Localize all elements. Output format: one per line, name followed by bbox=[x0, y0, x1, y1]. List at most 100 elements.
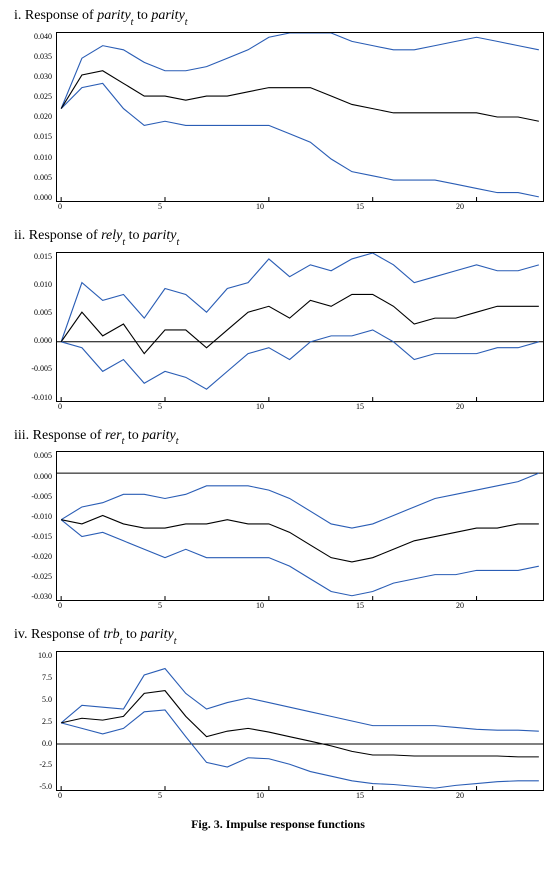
panel-title: ii. Response of relyt to parityt bbox=[14, 228, 544, 246]
y-tick-label: 0.005 bbox=[34, 308, 52, 317]
panel-title: iv. Response of trbt to parityt bbox=[14, 627, 544, 645]
shock-var: parity bbox=[142, 428, 175, 443]
y-tick-label: -0.005 bbox=[31, 364, 52, 373]
response-var: trb bbox=[103, 627, 119, 642]
y-tick-label: 0.020 bbox=[34, 112, 52, 121]
y-tick-label: -0.025 bbox=[31, 572, 52, 581]
x-tick-label: 20 bbox=[456, 202, 464, 211]
y-tick-label: 0.015 bbox=[34, 132, 52, 141]
x-tick-label: 15 bbox=[356, 402, 364, 411]
response-var: parity bbox=[97, 8, 130, 23]
upper-band-line bbox=[61, 33, 539, 109]
y-tick-label: 0.010 bbox=[34, 280, 52, 289]
lower-band-line bbox=[61, 83, 539, 196]
upper-band-line bbox=[61, 474, 539, 529]
y-tick-label: 10.0 bbox=[38, 651, 52, 660]
x-tick-label: 0 bbox=[58, 791, 62, 800]
x-tick-label: 20 bbox=[456, 402, 464, 411]
subscript-t: t bbox=[174, 636, 177, 647]
y-tick-label: 0.000 bbox=[34, 472, 52, 481]
panel-p4: iv. Response of trbt to parityt10.07.55.… bbox=[12, 627, 544, 803]
title-prefix: iv. Response of bbox=[14, 627, 103, 642]
y-tick-label: -0.030 bbox=[31, 592, 52, 601]
plot-area bbox=[56, 451, 544, 601]
title-prefix: i. Response of bbox=[14, 8, 97, 23]
panel-p1: i. Response of parityt to parityt0.0400.… bbox=[12, 8, 544, 214]
y-tick-label: 0.010 bbox=[34, 153, 52, 162]
subscript-t: t bbox=[122, 436, 125, 447]
x-tick-label: 15 bbox=[356, 791, 364, 800]
figure-caption: Fig. 3. Impulse response functions bbox=[12, 817, 544, 832]
plot-area bbox=[56, 651, 544, 791]
subscript-t: t bbox=[176, 436, 179, 447]
y-tick-label: 0.005 bbox=[34, 451, 52, 460]
x-tick-label: 0 bbox=[58, 202, 62, 211]
center-line bbox=[61, 691, 539, 757]
subscript-t: t bbox=[176, 237, 179, 248]
panel-title: i. Response of parityt to parityt bbox=[14, 8, 544, 26]
x-tick-label: 10 bbox=[256, 202, 264, 211]
center-line bbox=[61, 71, 539, 121]
lower-band-line bbox=[61, 710, 539, 788]
title-prefix: ii. Response of bbox=[14, 228, 101, 243]
title-mid: to bbox=[133, 8, 151, 23]
x-tick-label: 15 bbox=[356, 601, 364, 610]
y-tick-label: 0.000 bbox=[34, 193, 52, 202]
x-axis: 0 5 10 15 20 bbox=[56, 791, 524, 803]
y-tick-label: 0.005 bbox=[34, 173, 52, 182]
y-tick-label: 0.030 bbox=[34, 72, 52, 81]
x-tick-label: 20 bbox=[456, 601, 464, 610]
x-axis: 0 5 10 15 20 bbox=[56, 202, 524, 214]
panel-title: iii. Response of rert to parityt bbox=[14, 428, 544, 446]
y-tick-label: -2.5 bbox=[39, 760, 52, 769]
y-tick-label: 0.0 bbox=[42, 739, 52, 748]
x-tick-label: 5 bbox=[158, 402, 162, 411]
x-tick-label: 10 bbox=[256, 601, 264, 610]
y-axis: 0.040 0.035 0.030 0.025 0.020 0.015 0.010 0.005… bbox=[12, 32, 56, 202]
title-mid: to bbox=[122, 627, 140, 642]
y-tick-label: 0.040 bbox=[34, 32, 52, 41]
shock-var: parity bbox=[140, 627, 173, 642]
x-tick-label: 5 bbox=[158, 601, 162, 610]
x-tick-label: 15 bbox=[356, 202, 364, 211]
y-tick-label: -0.010 bbox=[31, 512, 52, 521]
y-tick-label: 0.015 bbox=[34, 252, 52, 261]
response-var: rer bbox=[105, 428, 122, 443]
panel-p2: ii. Response of relyt to parityt0.0150.0… bbox=[12, 228, 544, 414]
title-mid: to bbox=[124, 428, 142, 443]
x-tick-label: 10 bbox=[256, 791, 264, 800]
x-tick-label: 10 bbox=[256, 402, 264, 411]
upper-band-line bbox=[61, 253, 539, 342]
y-tick-label: -5.0 bbox=[39, 782, 52, 791]
x-tick-label: 5 bbox=[158, 791, 162, 800]
subscript-t: t bbox=[185, 17, 188, 28]
y-tick-label: 0.025 bbox=[34, 92, 52, 101]
x-tick-label: 5 bbox=[158, 202, 162, 211]
y-tick-label: -0.005 bbox=[31, 492, 52, 501]
plot-area bbox=[56, 32, 544, 202]
lower-band-line bbox=[61, 520, 539, 596]
lower-band-line bbox=[61, 330, 539, 389]
y-axis: 0.0150.0100.0050.000-0.005-0.010 bbox=[12, 252, 56, 402]
y-axis: 0.0050.000-0.005-0.010-0.015-0.020-0.025… bbox=[12, 451, 56, 601]
y-tick-label: -0.020 bbox=[31, 552, 52, 561]
x-tick-label: 0 bbox=[58, 601, 62, 610]
y-tick-label: 0.035 bbox=[34, 52, 52, 61]
subscript-t: t bbox=[122, 237, 125, 248]
response-var: rely bbox=[101, 228, 122, 243]
shock-var: parity bbox=[143, 228, 176, 243]
y-tick-label: 7.5 bbox=[42, 673, 52, 682]
center-line bbox=[61, 294, 539, 353]
title-prefix: iii. Response of bbox=[14, 428, 105, 443]
y-axis: 10.0 7.5 5.0 2.5 0.0 -2.5 -5.0 bbox=[12, 651, 56, 791]
y-tick-label: -0.010 bbox=[31, 393, 52, 402]
plot-area bbox=[56, 252, 544, 402]
x-tick-label: 0 bbox=[58, 402, 62, 411]
y-tick-label: 2.5 bbox=[42, 717, 52, 726]
title-mid: to bbox=[125, 228, 143, 243]
panel-p3: iii. Response of rert to parityt0.0050.0… bbox=[12, 428, 544, 614]
x-axis: 0 5 10 15 20 bbox=[56, 402, 524, 414]
y-tick-label: 5.0 bbox=[42, 695, 52, 704]
x-axis: 0 5 10 15 20 bbox=[56, 601, 524, 613]
x-tick-label: 20 bbox=[456, 791, 464, 800]
